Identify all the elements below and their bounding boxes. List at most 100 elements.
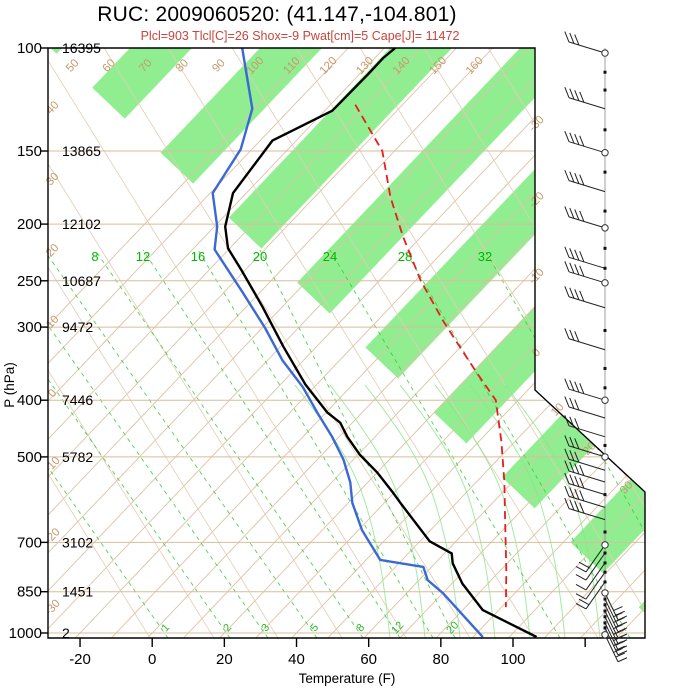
wind-level-dot bbox=[603, 561, 607, 565]
chart-subtitle: Plcl=903 Tlcl[C]=26 Shox=-9 Pwat[cm]=5 C… bbox=[140, 29, 460, 43]
wind-barb bbox=[564, 286, 606, 309]
wind-barb bbox=[564, 497, 606, 521]
temperature-tick-label: -20 bbox=[69, 651, 91, 668]
dry-adiabat-line bbox=[231, 48, 599, 638]
wind-barb bbox=[575, 581, 606, 610]
pressure-tick-label: 1000 bbox=[9, 625, 42, 642]
wind-barb bbox=[564, 472, 606, 496]
wind-barb bbox=[564, 448, 606, 471]
wind-level-dot bbox=[603, 530, 607, 534]
wind-level-dot bbox=[603, 626, 607, 630]
wind-barb bbox=[575, 562, 606, 591]
wind-level-dot bbox=[603, 246, 607, 250]
wind-level-circle bbox=[601, 49, 609, 57]
wind-barb bbox=[575, 544, 606, 573]
temperature-curve bbox=[224, 47, 538, 639]
pressure-tick-label: 200 bbox=[17, 216, 42, 233]
height-label: 16395 bbox=[62, 40, 101, 56]
wind-barb bbox=[564, 460, 606, 483]
wind-level-dot bbox=[603, 603, 607, 607]
wind-level-circle bbox=[601, 453, 609, 461]
wind-level-dot bbox=[603, 366, 607, 370]
isotherm-line bbox=[507, 48, 645, 638]
wind-level-circle bbox=[601, 631, 609, 639]
wind-level-dot bbox=[603, 266, 607, 270]
mixing-ratio-line bbox=[484, 249, 645, 638]
isotherm-line bbox=[48, 48, 421, 638]
dry-adiabat-line bbox=[103, 48, 471, 638]
wind-level-dot bbox=[603, 597, 607, 601]
wind-barb bbox=[564, 169, 606, 193]
wind-barb bbox=[564, 206, 606, 229]
mixing-ratio-line bbox=[404, 249, 631, 638]
pressure-tick-label: 100 bbox=[17, 40, 42, 57]
temperature-tick-label: 20 bbox=[216, 651, 233, 668]
wind-level-dot bbox=[603, 609, 607, 613]
isotherm-line bbox=[48, 48, 385, 638]
moist-adiabat-line bbox=[399, 384, 496, 638]
isotherm-line bbox=[543, 48, 645, 638]
wind-barb bbox=[604, 634, 628, 663]
wind-barb bbox=[564, 378, 606, 401]
sounding-curves bbox=[211, 47, 538, 639]
mixing-ratio-label-upper: 16 bbox=[191, 249, 205, 264]
moist-adiabat-line bbox=[434, 384, 531, 638]
height-label: 12102 bbox=[62, 216, 101, 232]
isotherm-line bbox=[183, 48, 645, 638]
mixing-ratio-line bbox=[259, 249, 456, 638]
wind-level-circle bbox=[601, 224, 609, 232]
temperature-tick-label: 60 bbox=[360, 651, 377, 668]
isotherm-line bbox=[689, 48, 700, 638]
height-label: 13865 bbox=[62, 143, 101, 159]
isotherm-line bbox=[48, 48, 602, 638]
temperature-axis-title: Temperature (F) bbox=[299, 671, 396, 686]
wind-level-dot bbox=[603, 209, 607, 213]
wind-barb bbox=[564, 261, 606, 284]
wind-level-circle bbox=[601, 279, 609, 287]
wind-level-dot bbox=[603, 493, 607, 497]
temperature-tick-label: 0 bbox=[148, 651, 156, 668]
parcel-curve bbox=[354, 104, 508, 608]
wind-barb bbox=[564, 87, 606, 110]
plot-border bbox=[47, 47, 646, 639]
wind-level-circle bbox=[601, 589, 609, 597]
wind-level-dot bbox=[603, 443, 607, 447]
mixing-ratio-line bbox=[48, 249, 318, 638]
height-label: 10687 bbox=[62, 273, 101, 289]
pressure-tick-label: 850 bbox=[17, 584, 42, 601]
wind-level-dot bbox=[603, 328, 607, 332]
dry-adiabat-line bbox=[48, 48, 215, 638]
height-label: 9472 bbox=[62, 319, 93, 335]
mixing-ratio-label-upper: 24 bbox=[323, 249, 337, 264]
wind-barb-column bbox=[564, 31, 628, 663]
wind-level-dot bbox=[603, 386, 607, 390]
wind-level-dot bbox=[603, 570, 607, 574]
temperature-tick-label: 80 bbox=[432, 651, 449, 668]
isotherm-line bbox=[471, 48, 645, 638]
height-label: 1451 bbox=[62, 584, 93, 600]
wind-barb bbox=[564, 328, 606, 351]
isotherm-line bbox=[48, 48, 313, 638]
dry-adiabat-line bbox=[680, 48, 700, 638]
wind-level-dot bbox=[603, 615, 607, 619]
isotherm-line bbox=[48, 48, 493, 638]
pressure-tick-label: 150 bbox=[17, 143, 42, 160]
moist-adiabat-line bbox=[364, 384, 461, 638]
wind-barb bbox=[564, 131, 606, 154]
isotherm-line bbox=[435, 48, 645, 638]
height-label: 5782 bbox=[62, 449, 93, 465]
height-label: 2 bbox=[62, 625, 70, 641]
wind-level-dot bbox=[603, 551, 607, 555]
wind-barb bbox=[564, 485, 606, 508]
isotherm-line bbox=[219, 48, 645, 638]
height-label: 7446 bbox=[62, 392, 93, 408]
wind-level-circle bbox=[601, 541, 609, 549]
temperature-tick-label: 40 bbox=[288, 651, 305, 668]
mixing-ratio-line bbox=[142, 249, 401, 638]
mixing-ratio-line bbox=[329, 249, 561, 638]
pressure-tick-label: 500 bbox=[17, 449, 42, 466]
isotherm-line bbox=[48, 48, 566, 638]
isotherm-line bbox=[48, 48, 457, 638]
